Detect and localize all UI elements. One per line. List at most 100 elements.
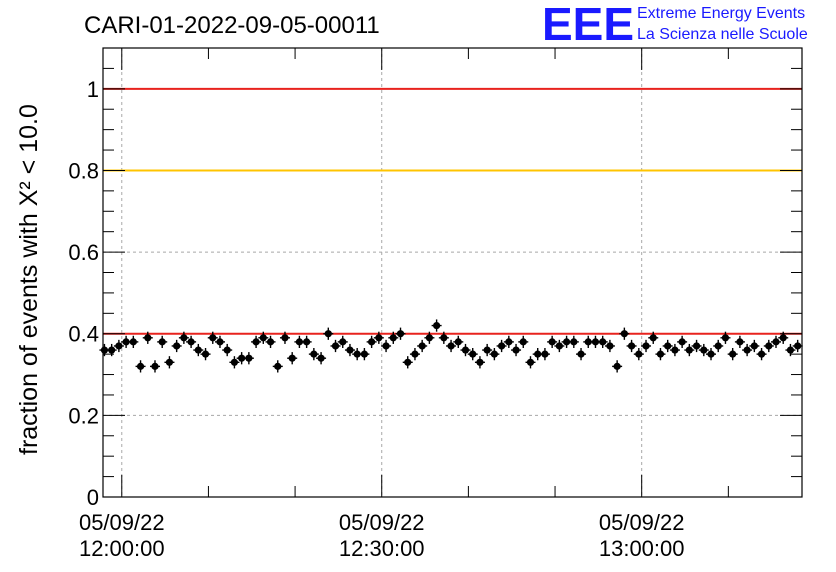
data-point [129,338,137,346]
logo-line-2: La Scienza nelle Scuole [637,26,808,43]
chart-title: CARI-01-2022-09-05-00011 [84,12,380,39]
data-point [440,334,448,342]
x-tick-date-label: 05/09/22 [339,510,425,535]
reference-lines [103,87,802,335]
data-point [144,334,152,342]
data-point [707,350,715,358]
data-point [425,334,433,342]
data-point [180,334,188,342]
data-point [779,334,787,342]
data-point [100,346,109,354]
data-point [288,354,296,362]
data-point [201,350,210,358]
data-point [721,334,730,342]
data-point [692,342,701,350]
data-point [526,358,535,366]
y-tick-labels: 0 0.2 0.4 0.6 0.8 1 [68,77,99,510]
data-point [115,342,123,350]
y-tick-label: 0.4 [68,322,99,347]
y-tick-label: 0 [87,485,99,510]
data-point [122,338,130,346]
y-tick-label: 1 [87,77,99,102]
data-point [584,338,592,346]
data-point [173,342,181,350]
data-point [187,338,195,346]
data-point [736,338,744,346]
data-point [317,354,325,362]
x-tick-date-label: 05/09/22 [79,510,165,535]
data-point [353,350,361,358]
data-point [562,338,571,346]
data-point [216,338,224,346]
data-point [447,342,455,350]
data-point [642,342,650,350]
data-point [368,338,376,346]
data-point [613,362,621,370]
y-tick-label: 0.2 [68,403,99,428]
data-points [100,321,802,370]
logo-mark: EEE [542,0,634,50]
data-point [165,358,174,366]
data-point [454,338,462,346]
data-point [389,334,397,342]
data-point [418,342,426,350]
data-point [606,342,614,350]
data-point [700,346,708,354]
data-point [483,346,491,354]
data-point [238,354,246,362]
x-tick-labels: 05/09/2212:00:0005/09/2212:30:0005/09/22… [79,510,685,561]
data-point [476,358,484,366]
y-tick-label: 0.6 [68,240,99,265]
data-point [375,334,383,342]
data-point [627,342,636,350]
data-point [151,362,159,370]
data-point [649,334,657,342]
data-point [656,350,665,358]
x-tick-time-label: 12:30:00 [339,536,425,561]
data-point [295,338,304,346]
data-point [490,350,498,358]
data-point [786,346,795,354]
data-point [505,338,513,346]
data-point [664,342,672,350]
data-point [548,338,556,346]
data-point [794,342,802,350]
x-tick-date-label: 05/09/22 [599,510,685,535]
data-point [678,338,686,346]
data-point [245,354,253,362]
data-point [671,346,679,354]
data-point [512,346,520,354]
data-point [433,321,441,330]
data-point [136,362,145,370]
x-tick-time-label: 13:00:00 [599,536,685,561]
data-point [411,350,419,358]
data-point [303,338,311,346]
data-point [519,338,527,346]
data-point [223,346,231,354]
data-point [281,334,289,342]
data-point [570,338,578,346]
data-point [743,346,751,354]
x-tick-time-label: 12:00:00 [79,536,165,561]
data-point [555,342,563,350]
plot-frame [102,47,803,498]
data-point [158,338,166,346]
axis-ticks [103,48,802,498]
data-point [685,346,693,354]
data-point [635,350,643,358]
data-point [382,342,390,350]
data-point [108,346,116,354]
grid-lines [103,48,802,497]
data-point [259,334,267,342]
data-point [346,346,354,354]
data-point [469,350,477,358]
data-point [620,330,628,338]
data-point [591,338,600,346]
data-point [194,346,202,354]
data-point [331,342,340,350]
data-point [461,346,470,354]
data-point [750,342,758,350]
data-point [534,350,542,358]
data-point [577,350,585,358]
